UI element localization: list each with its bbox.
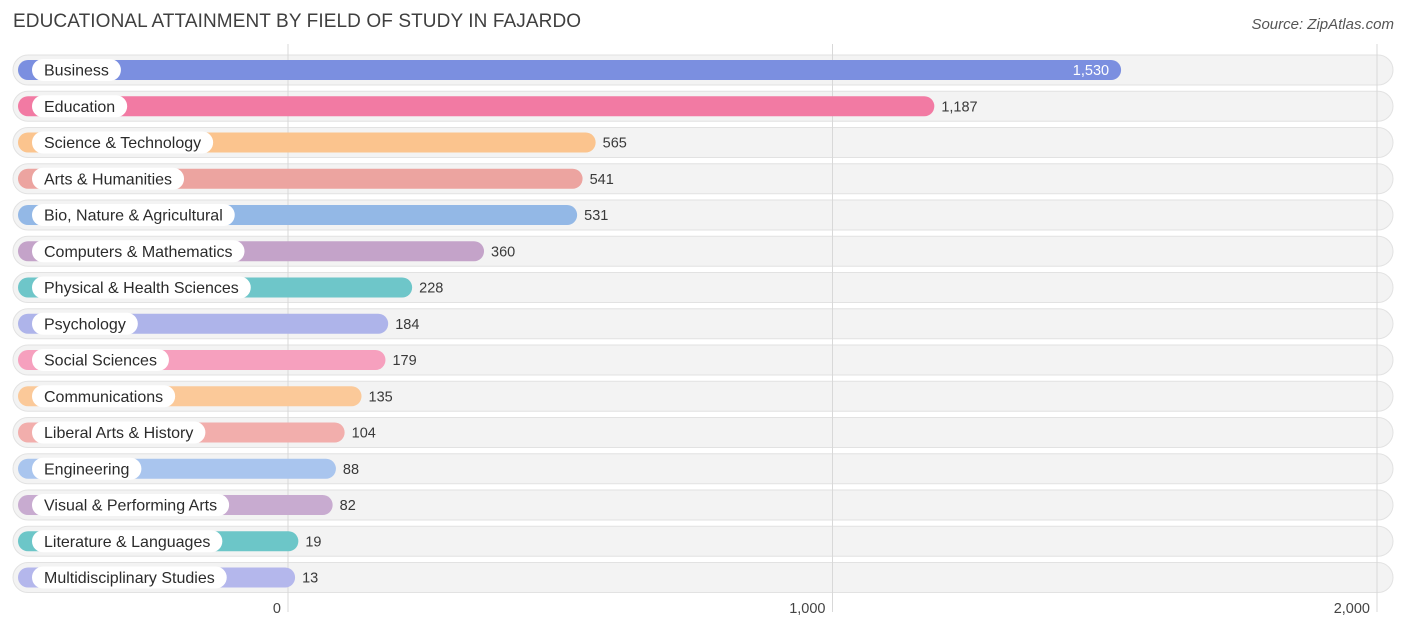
category-label-pill xyxy=(32,167,185,190)
bar-group: Bio, Nature & Agricultural 531 xyxy=(18,204,608,226)
row-background xyxy=(12,489,1394,521)
chart-bars: Business 1,530 Education 1,187 Science & Tec… xyxy=(18,59,1122,589)
row-background xyxy=(12,417,1394,448)
category-label-pill xyxy=(32,421,206,444)
category-label-pill xyxy=(32,349,169,371)
bar-group: Psychology 184 xyxy=(18,312,419,335)
category-label: Engineering xyxy=(44,461,129,478)
category-label-pill xyxy=(32,95,128,118)
bar-group: Communications 135 xyxy=(18,385,393,408)
category-label-pill xyxy=(32,530,223,553)
bar-group: Engineering 88 xyxy=(18,457,359,480)
category-label-pill xyxy=(32,204,235,226)
category-label: Education xyxy=(44,99,115,116)
value-label: 179 xyxy=(392,353,416,369)
bar-group: Business 1,530 xyxy=(18,59,1122,81)
bar-group: Computers & Mathematics 360 xyxy=(18,240,515,263)
bar-group: Visual & Performing Arts 82 xyxy=(18,494,356,516)
row-background xyxy=(12,562,1394,593)
category-label: Liberal Arts & History xyxy=(44,425,193,442)
category-label: Bio, Nature & Agricultural xyxy=(44,208,223,225)
value-label: 565 xyxy=(603,136,627,152)
value-label: 13 xyxy=(302,571,318,587)
category-label-pill xyxy=(32,276,251,299)
value-label: 1,530 xyxy=(1073,63,1109,79)
bar-group: Social Sciences 179 xyxy=(18,349,417,371)
category-label-pill xyxy=(32,59,121,81)
bar-group: Education 1,187 xyxy=(18,95,978,118)
chart-x-axis: 0 1,000 2,000 xyxy=(273,601,1370,617)
category-label: Social Sciences xyxy=(44,353,157,370)
category-label: Computers & Mathematics xyxy=(44,244,233,261)
value-label: 82 xyxy=(340,498,356,514)
category-label-pill xyxy=(32,457,142,480)
value-label: 184 xyxy=(395,317,419,333)
category-label: Literature & Languages xyxy=(44,534,210,551)
bar-group: Science & Technology 565 xyxy=(18,131,627,154)
category-label-pill xyxy=(32,240,245,263)
x-tick-label: 0 xyxy=(273,601,281,617)
chart-title: EDUCATIONAL ATTAINMENT BY FIELD OF STUDY… xyxy=(13,11,582,32)
value-label: 19 xyxy=(305,534,321,550)
row-background xyxy=(12,453,1394,485)
bar-group: Arts & Humanities 541 xyxy=(18,167,614,190)
category-label: Psychology xyxy=(44,316,126,333)
bar-group: Liberal Arts & History 104 xyxy=(18,421,376,444)
bar xyxy=(18,96,935,117)
value-label: 531 xyxy=(584,208,608,224)
category-label-pill xyxy=(32,131,214,154)
row-background xyxy=(12,525,1394,557)
category-label-pill xyxy=(32,494,230,516)
category-label: Science & Technology xyxy=(44,135,201,152)
bar xyxy=(18,60,1122,80)
category-label: Multidisciplinary Studies xyxy=(44,570,215,587)
category-label: Business xyxy=(44,63,109,80)
category-label: Communications xyxy=(44,389,163,406)
category-label-pill xyxy=(32,385,176,408)
bar-group: Multidisciplinary Studies 13 xyxy=(18,566,318,589)
value-label: 135 xyxy=(369,389,393,405)
category-label: Arts & Humanities xyxy=(44,171,172,188)
source-credit: Source: ZipAtlas.com xyxy=(1251,16,1394,33)
bar-group: Physical & Health Sciences 228 xyxy=(18,276,443,299)
category-label: Physical & Health Sciences xyxy=(44,280,239,297)
x-tick-label: 1,000 xyxy=(789,601,825,617)
category-label-pill xyxy=(32,566,227,589)
value-label: 541 xyxy=(590,172,614,188)
category-label: Visual & Performing Arts xyxy=(44,498,217,515)
value-label: 88 xyxy=(343,462,359,478)
value-label: 104 xyxy=(352,426,376,442)
bar-group: Literature & Languages 19 xyxy=(18,530,321,553)
value-label: 360 xyxy=(491,244,515,260)
category-label-pill xyxy=(32,312,138,335)
value-label: 228 xyxy=(419,281,443,297)
x-tick-label: 2,000 xyxy=(1334,601,1370,617)
value-label: 1,187 xyxy=(941,99,977,115)
